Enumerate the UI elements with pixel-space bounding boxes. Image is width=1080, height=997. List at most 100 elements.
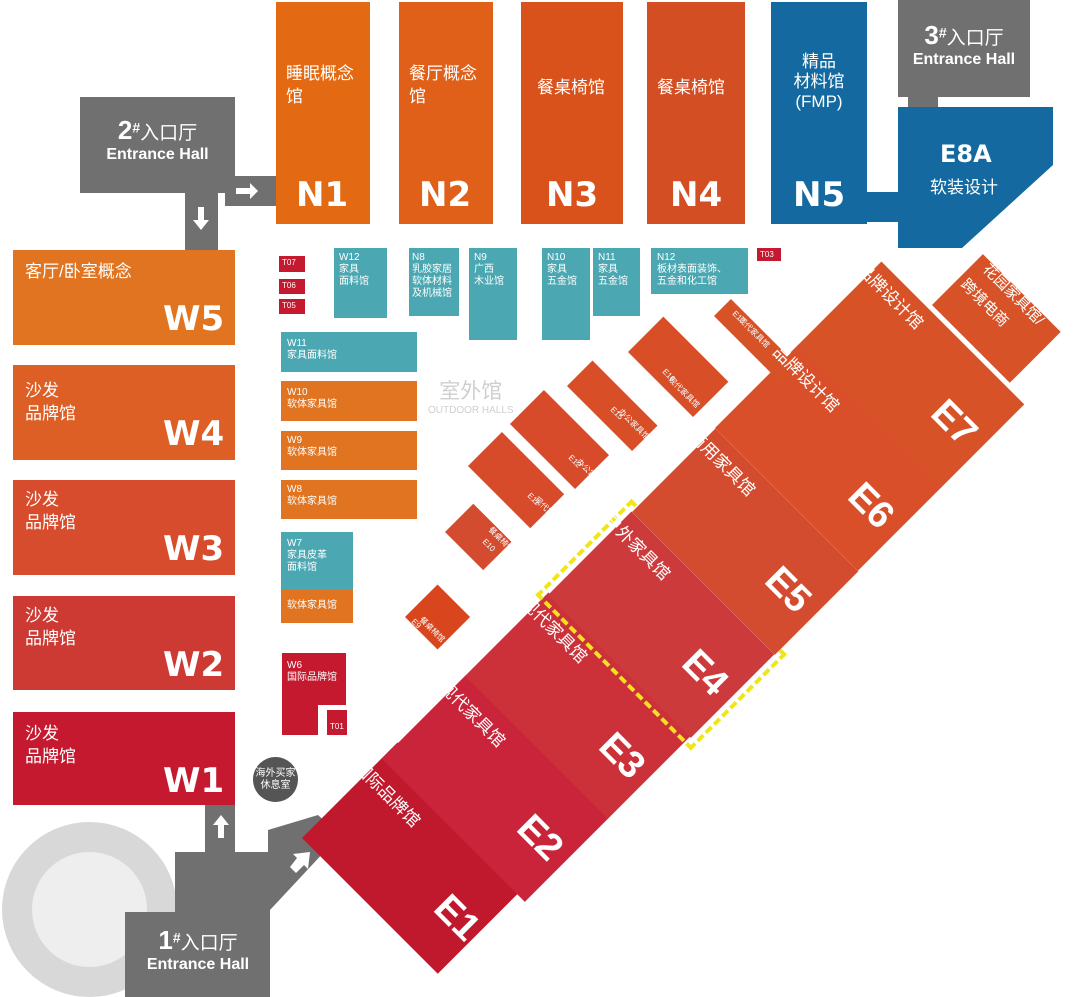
hall-N9[interactable]: N9 广西 木业馆	[469, 248, 517, 340]
hall-E5-id: E5	[757, 559, 820, 622]
hall-E5-name: 商用家具馆	[685, 426, 759, 500]
entrance-3-cn: 入口厅	[946, 28, 1004, 49]
hall-N4[interactable]: 餐桌椅馆 N4	[647, 2, 745, 224]
hall-W7-soft-label: 软体家具馆	[287, 600, 337, 611]
outdoor-halls-label: 室外馆 OUTDOOR HALLS	[428, 375, 514, 416]
arrow-down-outline-icon	[947, 252, 969, 274]
hall-W6-label: W6 国际品牌馆	[287, 660, 337, 683]
outdoor-cn: 室外馆	[439, 380, 503, 403]
hall-W4[interactable]: 沙发 品牌馆 W4	[13, 365, 235, 460]
hall-N1-id: N1	[296, 175, 349, 215]
entrance-1-number: 1	[158, 925, 173, 955]
hall-W2-id: W2	[163, 645, 225, 685]
entrance-2[interactable]: 2#入口厅 Entrance Hall	[80, 97, 235, 193]
hall-E1-id: E1	[426, 887, 489, 950]
entrance-2-number: 2	[117, 115, 133, 145]
arrow-down-icon	[193, 207, 209, 230]
hall-W5-label: 客厅/卧室概念	[25, 262, 132, 281]
hall-W8[interactable]: W8 软体家具馆	[281, 480, 417, 519]
t-box[interactable]: T06	[279, 279, 305, 294]
hall-E1-name: 国际品牌馆	[350, 757, 424, 831]
arrow-up-icon	[213, 815, 229, 838]
entrance-3-en: Entrance Hall	[912, 51, 1016, 68]
hall-N2-label: 餐厅概念 馆	[409, 64, 477, 106]
hall-N3[interactable]: 餐桌椅馆 N3	[521, 2, 623, 224]
hall-N10[interactable]: N10 家具 五金馆	[542, 248, 590, 340]
hall-W8-label: W8 软体家具馆	[287, 484, 337, 507]
hall-W12[interactable]: W12 家具 面料馆	[334, 248, 387, 318]
hall-N5-label: 精品 材料馆 (FMP)	[793, 52, 845, 111]
hall-W11[interactable]: W11 家具面料馆	[281, 332, 417, 372]
hall-W4-id: W4	[163, 414, 225, 454]
hall-N5-id: N5	[793, 175, 846, 215]
hall-W12-label: W12 家具 面料馆	[339, 252, 369, 287]
hall-N1[interactable]: 睡眠概念 馆 N1	[276, 2, 370, 224]
entrance-2-en: Entrance Hall	[106, 146, 209, 163]
hall-N2-id: N2	[419, 175, 472, 215]
hall-W1-label: 沙发 品牌馆	[25, 724, 76, 766]
entrance-2-cn: 入口厅	[140, 123, 198, 144]
hall-E17-name: 现代家具馆	[737, 314, 772, 349]
hall-E3-id: E3	[591, 725, 654, 788]
hall-N2[interactable]: 餐厅概念 馆 N2	[399, 2, 493, 224]
t-box[interactable]: T03	[757, 248, 781, 261]
hall-W3-id: W3	[163, 529, 225, 569]
hall-E7-id: E7	[923, 392, 986, 455]
hall-E7-name: 品牌设计馆	[853, 259, 927, 333]
hall-N4-id: N4	[670, 175, 723, 215]
entrance-1-en: Entrance Hall	[146, 956, 250, 973]
t-box[interactable]: T01	[327, 710, 347, 735]
hall-N4-label: 餐桌椅馆	[657, 78, 725, 97]
hall-W7-label: W7 家具皮革 面料馆	[287, 538, 327, 573]
hall-E3-name: 现代家具馆	[517, 593, 591, 667]
hall-N11[interactable]: N11 家具 五金馆	[593, 248, 640, 316]
arrow-right-icon	[236, 183, 258, 199]
t-box[interactable]: T07	[279, 256, 305, 272]
hall-N5[interactable]: 精品 材料馆 (FMP) N5	[771, 2, 867, 224]
arrow-diagonal-icon	[290, 852, 310, 873]
hall-N12-label: N12 板材表面装饰、 五金和化工馆	[657, 252, 727, 287]
hall-W5-id: W5	[163, 299, 225, 339]
hall-N3-label: 餐桌椅馆	[537, 78, 605, 97]
hall-E2-id: E2	[509, 807, 572, 870]
hall-W2-label: 沙发 品牌馆	[25, 606, 76, 648]
outdoor-en: OUTDOOR HALLS	[428, 405, 514, 416]
hall-N9-label: N9 广西 木业馆	[474, 252, 504, 287]
entrance-1[interactable]: 1#入口厅 Entrance Hall	[128, 925, 268, 985]
hall-W9[interactable]: W9 软体家具馆	[281, 431, 417, 470]
hall-N3-id: N3	[546, 175, 599, 215]
hall-N8-label: N8 乳胶家居 软体材料 及机械馆	[412, 252, 452, 299]
hall-W9-label: W9 软体家具馆	[287, 435, 337, 458]
hall-N11-label: N11 家具 五金馆	[598, 252, 628, 287]
hall-E9-name: 餐桌椅馆	[418, 614, 448, 644]
entrance-1-cn: 入口厅	[180, 933, 238, 954]
arrow-down-outline-icon	[903, 254, 925, 278]
entrance-1-hash: #	[172, 929, 181, 946]
hall-N10-label: N10 家具 五金馆	[547, 252, 577, 287]
hall-N12[interactable]: N12 板材表面装饰、 五金和化工馆	[651, 248, 748, 294]
hall-W4-label: 沙发 品牌馆	[25, 381, 76, 423]
hall-W5[interactable]: 客厅/卧室概念 W5	[13, 250, 235, 345]
hall-W7-soft[interactable]: 软体家具馆	[281, 590, 353, 623]
t-box[interactable]: T05	[279, 299, 305, 314]
hall-W3[interactable]: 沙发 品牌馆 W3	[13, 480, 235, 575]
entrance-3-number: 3	[924, 20, 939, 50]
hall-N8[interactable]: N8 乳胶家居 软体材料 及机械馆	[409, 248, 459, 316]
hall-W7[interactable]: W7 家具皮革 面料馆	[281, 532, 353, 590]
hall-E11-name: 现代家具馆	[533, 494, 568, 529]
hall-E8A-label: 软装设计	[930, 178, 998, 197]
hall-E4-id: E4	[674, 642, 737, 705]
buyer-lounge[interactable]: 海外买家 休息室	[253, 757, 298, 802]
hall-W1[interactable]: 沙发 品牌馆 W1	[13, 712, 235, 805]
hall-W2[interactable]: 沙发 品牌馆 W2	[13, 596, 235, 690]
entrance-3[interactable]: 3#入口厅 Entrance Hall	[898, 0, 1030, 97]
hall-E4-name: 户外家具馆	[600, 510, 674, 584]
hall-E15-name: 办公家具馆	[617, 406, 652, 441]
hall-W10[interactable]: W10 软体家具馆	[281, 381, 417, 421]
hall-E8A-id: E8A	[940, 140, 992, 168]
hall-W1-id: W1	[163, 761, 225, 801]
